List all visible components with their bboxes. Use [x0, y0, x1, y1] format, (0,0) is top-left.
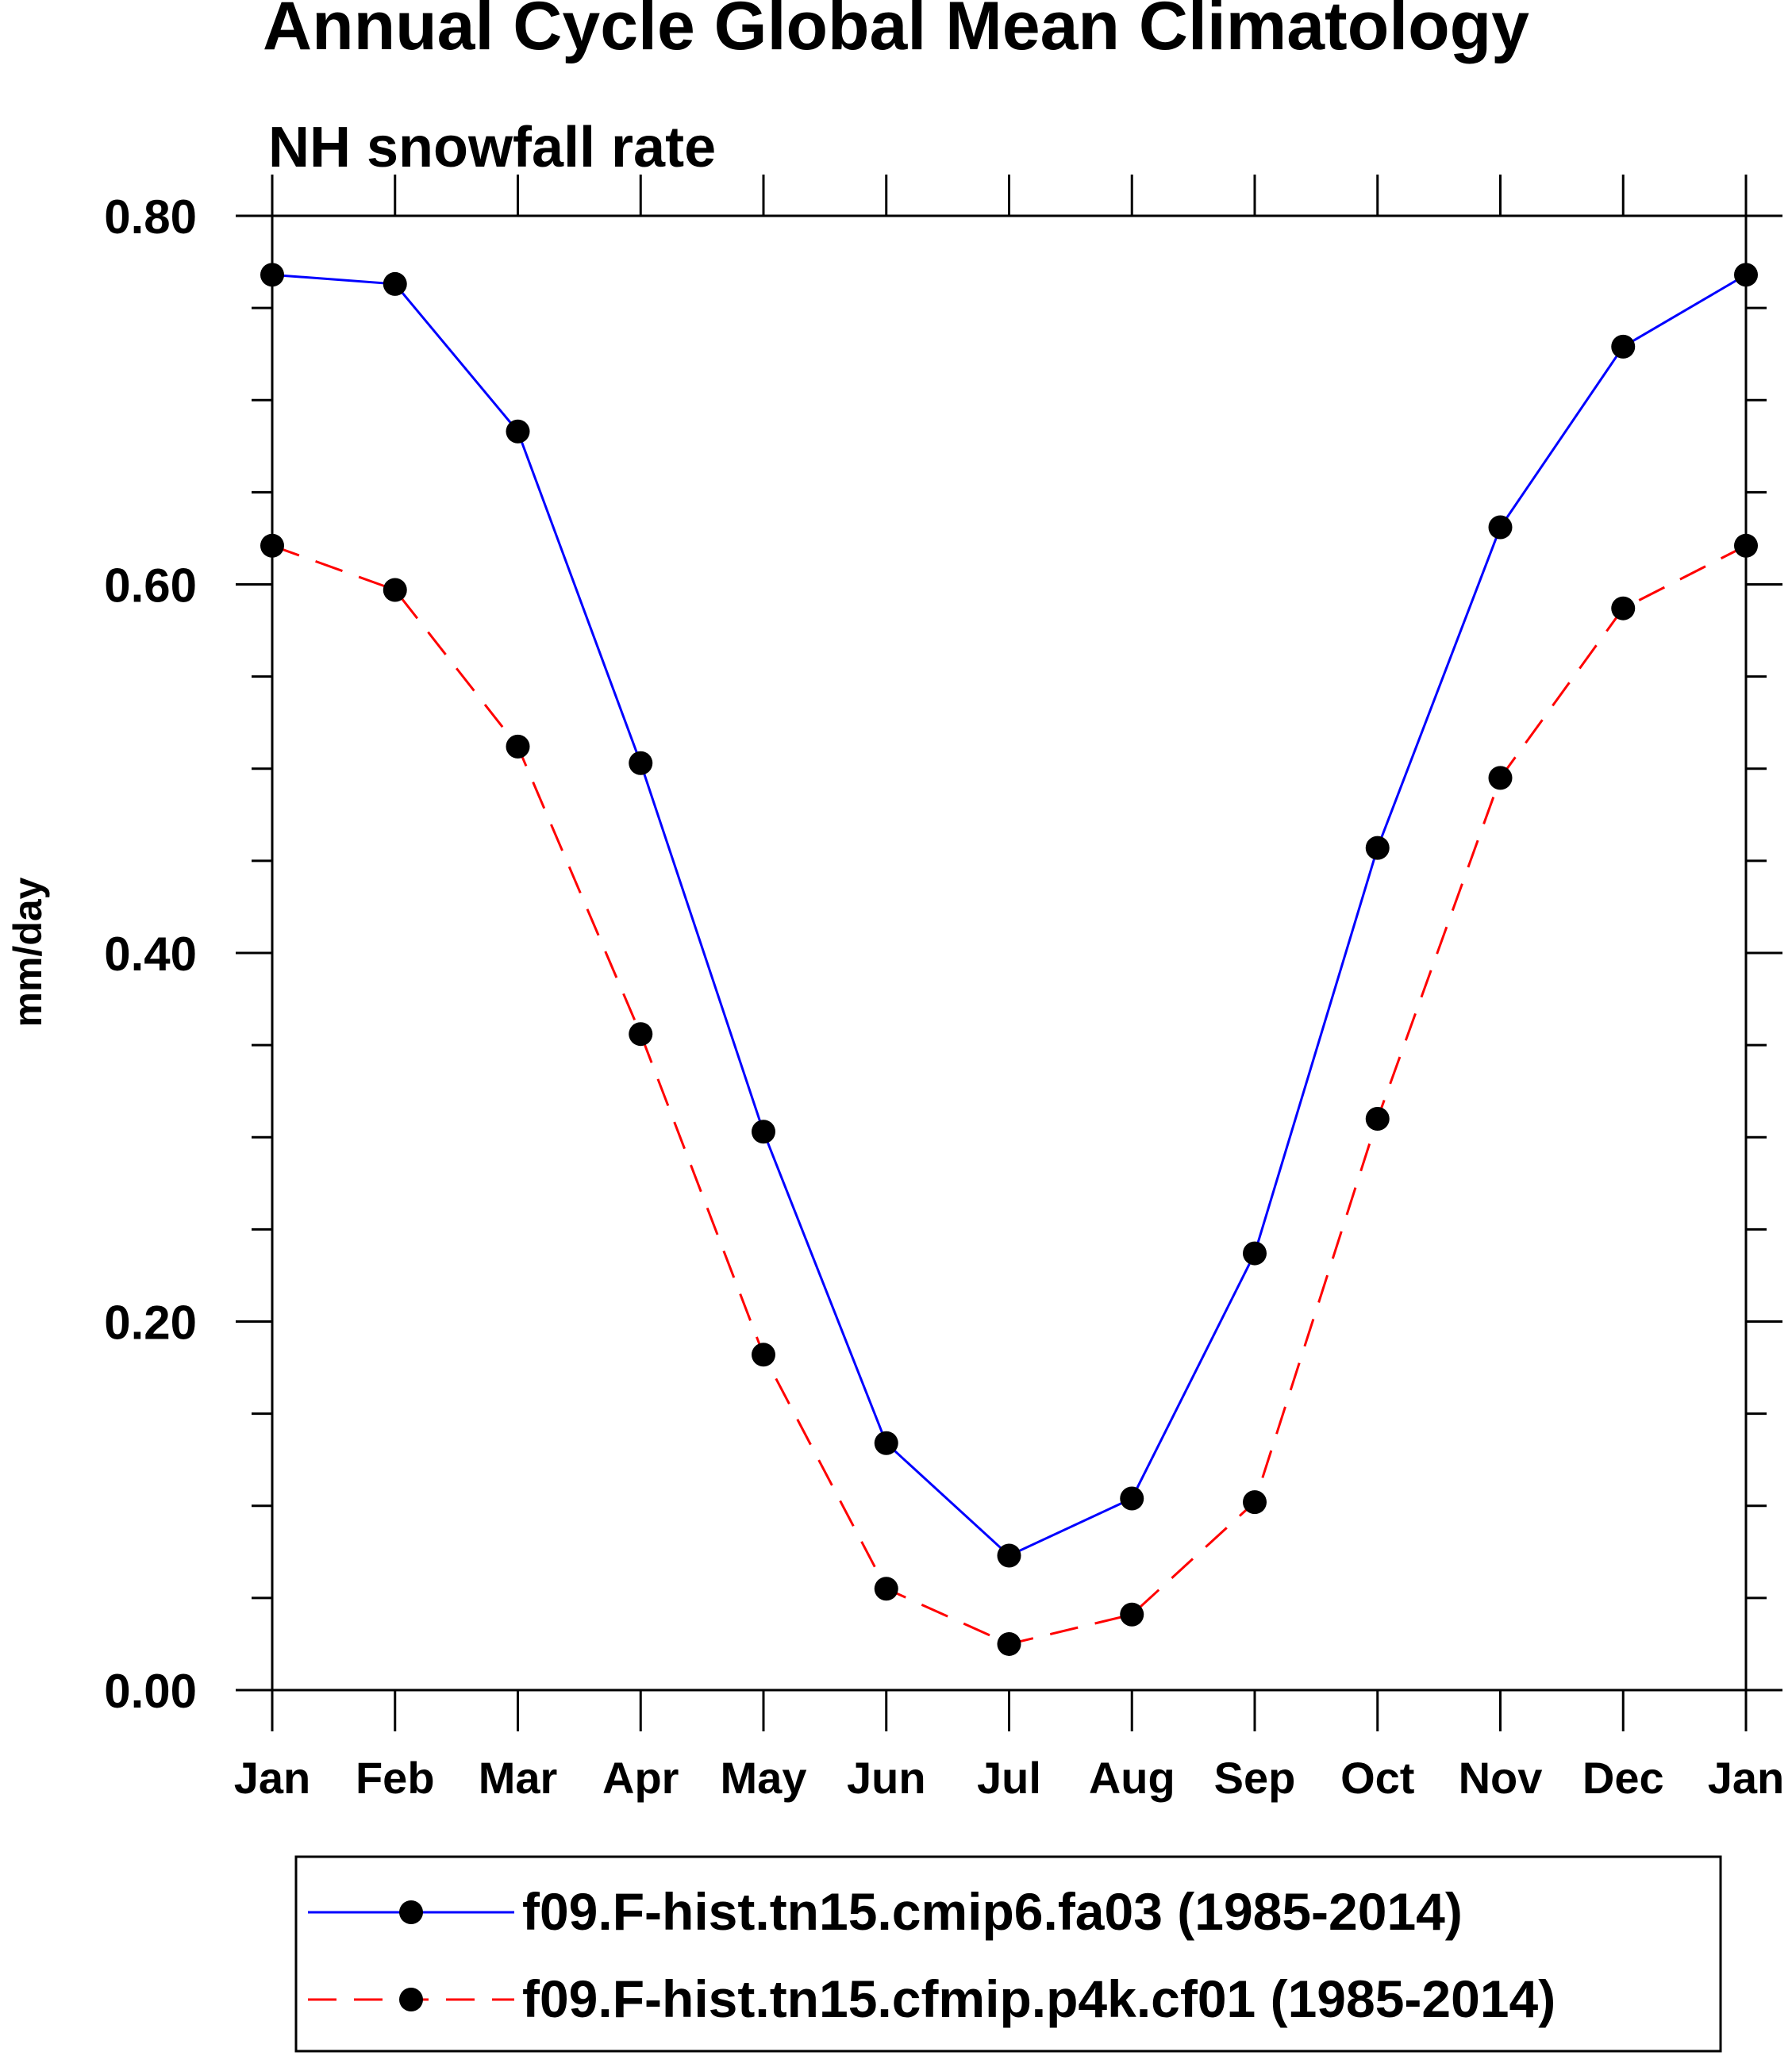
y-tick-label: 0.20 [104, 1297, 197, 1350]
legend-marker-1 [399, 1900, 423, 1924]
series-2-point [383, 578, 407, 602]
series-2-point [506, 734, 530, 759]
x-tick-label: Jan [234, 1753, 311, 1803]
x-tick-label: Jun [847, 1753, 926, 1803]
series-1-point [506, 419, 530, 444]
y-tick-label: 0.80 [104, 190, 197, 244]
series-layer [260, 263, 1758, 1656]
series-2-point [1120, 1602, 1144, 1627]
series-2-point [1611, 596, 1636, 620]
series-1-point [383, 271, 407, 296]
series-2-point [997, 1631, 1021, 1656]
y-axis-label: mm/day [6, 877, 50, 1027]
y-tick-label: 0.60 [104, 559, 197, 613]
series-1-point [997, 1543, 1021, 1568]
x-tick-label: Sep [1214, 1753, 1296, 1803]
series-2-point [874, 1577, 898, 1601]
series-1-point [752, 1120, 775, 1144]
legend-label-1: f09.F-hist.tn15.cmip6.fa03 (1985-2014) [522, 1882, 1463, 1941]
x-tick-label: Feb [356, 1753, 435, 1803]
series-line-1 [271, 273, 1747, 1558]
series-1-point [1611, 334, 1636, 359]
chart-title: Annual Cycle Global Mean Climatology [263, 0, 1529, 64]
legend-box [294, 1855, 1722, 2053]
plot-area-border [271, 214, 1748, 1692]
legend-marker-2 [399, 1988, 423, 2011]
series-2-point [752, 1343, 775, 1367]
y-axis-ticks: 0.00 0.20 0.40 0.60 0.80 [104, 190, 1782, 1718]
chart-subtitle: NH snowfall rate [268, 116, 716, 179]
series-2-point [1488, 766, 1513, 790]
legend: f09.F-hist.tn15.cmip6.fa03 (1985-2014) f0… [294, 1855, 1722, 2053]
y-tick-label: 0.00 [104, 1665, 197, 1718]
series-1-point [1365, 836, 1390, 860]
x-axis-ticks: Jan Feb Mar Apr May Jun Jul Aug Sep Oct Nov Dec Jan [234, 175, 1785, 1803]
series-1-point [1243, 1241, 1267, 1266]
x-tick-label: Nov [1459, 1753, 1543, 1803]
series-2-point [1243, 1490, 1267, 1515]
series-1-point [1734, 263, 1758, 287]
legend-label-2: f09.F-hist.tn15.cfmip.p4k.cf01 (1985-201… [522, 1969, 1556, 2028]
x-tick-label: Dec [1582, 1753, 1664, 1803]
x-tick-label: Oct [1340, 1753, 1414, 1803]
series-2-point [1734, 533, 1758, 558]
series-1-point [874, 1431, 898, 1455]
series-1-point [260, 263, 284, 287]
series-2-point [1365, 1107, 1390, 1131]
series-1-point [1488, 515, 1513, 540]
series-1-point [1120, 1486, 1144, 1511]
series-line-2 [271, 544, 1747, 1646]
x-tick-label: Apr [602, 1753, 679, 1803]
x-tick-label: May [721, 1753, 807, 1803]
x-tick-label: Jul [977, 1753, 1041, 1803]
series-2-point [260, 533, 284, 558]
x-tick-label: Jan [1708, 1753, 1785, 1803]
series-2-point [629, 1022, 653, 1047]
series-1-point [629, 751, 653, 775]
x-tick-label: Mar [479, 1753, 558, 1803]
y-tick-label: 0.40 [104, 928, 197, 981]
x-tick-label: Aug [1089, 1753, 1175, 1803]
plot-frame [271, 214, 1748, 1692]
